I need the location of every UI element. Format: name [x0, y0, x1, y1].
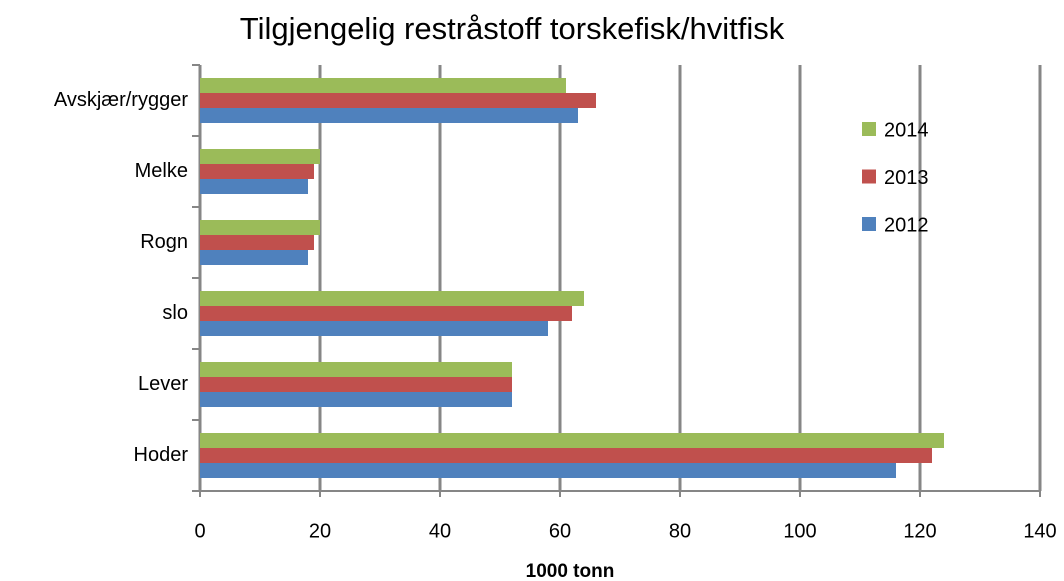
bar [200, 377, 512, 392]
bar [200, 433, 944, 448]
bar [200, 448, 932, 463]
x-tick-label: 20 [309, 520, 331, 542]
x-tick-label: 0 [194, 520, 205, 542]
y-tick-label: slo [162, 302, 188, 324]
bar [200, 463, 896, 478]
y-tick-label: Avskjær/rygger [54, 89, 188, 111]
x-tick-label: 40 [429, 520, 451, 542]
bar [200, 321, 548, 336]
bar [200, 392, 512, 407]
y-tick-label: Rogn [140, 231, 188, 253]
x-tick-label: 140 [1023, 520, 1056, 542]
legend-label: 2014 [884, 119, 929, 141]
legend-label: 2013 [884, 167, 929, 189]
x-tick-label: 100 [783, 520, 816, 542]
bar [200, 235, 314, 250]
x-tick-label: 60 [549, 520, 571, 542]
bar [200, 362, 512, 377]
y-tick-label: Hoder [134, 444, 189, 466]
legend-swatch [862, 169, 876, 184]
chart-title: Tilgjengelig restråstoff torskefisk/hvit… [240, 11, 785, 46]
y-tick-label: Lever [138, 373, 188, 395]
x-axis-label: 1000 tonn [526, 561, 615, 581]
bar [200, 164, 314, 179]
legend-swatch [862, 217, 876, 231]
legend-label: 2012 [884, 214, 929, 236]
legend-swatch [862, 122, 876, 136]
bar [200, 306, 572, 321]
bar [200, 179, 308, 194]
y-tick-label: Melke [135, 160, 188, 182]
x-tick-label: 120 [903, 520, 936, 542]
bar [200, 78, 566, 93]
x-tick-label: 80 [669, 520, 691, 542]
bar [200, 220, 320, 235]
bar [200, 291, 584, 306]
bar [200, 149, 320, 164]
bar [200, 250, 308, 265]
bar [200, 93, 596, 108]
bar [200, 108, 578, 123]
